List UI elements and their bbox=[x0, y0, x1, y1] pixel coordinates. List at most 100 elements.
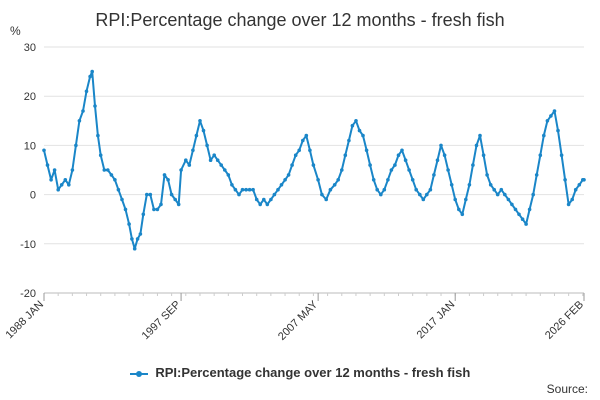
data-point bbox=[311, 163, 316, 167]
data-point bbox=[542, 133, 546, 138]
data-point bbox=[191, 148, 195, 153]
data-point bbox=[350, 123, 355, 128]
data-point bbox=[492, 187, 497, 192]
data-point bbox=[357, 128, 362, 133]
x-tick-label: 2026 FEB bbox=[543, 299, 586, 342]
data-point bbox=[414, 187, 419, 192]
y-axis-ticks: 30 20 10 0 -10 -20 bbox=[20, 42, 36, 300]
data-point bbox=[410, 178, 415, 182]
data-point bbox=[77, 119, 82, 123]
data-point bbox=[467, 183, 472, 187]
data-point bbox=[320, 192, 324, 197]
data-point bbox=[63, 178, 68, 182]
data-point bbox=[386, 178, 390, 182]
data-point bbox=[563, 178, 567, 182]
chart-title: RPI:Percentage change over 12 months - f… bbox=[95, 10, 505, 30]
data-point bbox=[244, 187, 248, 192]
data-point bbox=[49, 178, 53, 182]
data-point bbox=[194, 133, 199, 138]
data-point bbox=[90, 69, 94, 74]
data-point bbox=[545, 119, 550, 123]
data-point bbox=[324, 197, 329, 202]
data-point bbox=[265, 202, 270, 207]
data-point bbox=[316, 178, 320, 182]
data-point bbox=[382, 187, 387, 192]
data-point bbox=[135, 237, 140, 241]
legend-marker-icon bbox=[129, 370, 148, 377]
series-line bbox=[43, 70, 584, 250]
data-point bbox=[45, 163, 50, 167]
data-point bbox=[132, 246, 137, 251]
data-point bbox=[361, 133, 365, 138]
x-tick-label: 2017 JAN bbox=[415, 299, 458, 342]
data-point bbox=[301, 138, 305, 143]
data-point bbox=[237, 192, 241, 197]
data-point bbox=[371, 178, 376, 182]
data-point bbox=[247, 187, 252, 192]
data-point bbox=[212, 153, 216, 157]
data-point bbox=[102, 168, 107, 172]
data-point bbox=[531, 192, 535, 197]
data-point bbox=[176, 202, 181, 207]
data-point bbox=[354, 119, 358, 123]
data-point bbox=[123, 207, 128, 212]
y-axis-unit: % bbox=[10, 24, 21, 38]
data-point bbox=[389, 168, 394, 172]
data-point bbox=[98, 153, 103, 157]
data-point bbox=[453, 197, 458, 202]
data-point bbox=[145, 192, 149, 197]
data-point bbox=[254, 197, 259, 202]
data-point bbox=[432, 173, 436, 177]
data-point bbox=[552, 109, 557, 113]
data-point bbox=[173, 197, 177, 202]
data-point bbox=[418, 192, 422, 197]
data-point bbox=[488, 183, 493, 187]
data-point bbox=[159, 202, 163, 207]
data-point bbox=[290, 163, 294, 167]
series-layer bbox=[42, 69, 586, 251]
data-point bbox=[556, 128, 560, 133]
data-point bbox=[517, 212, 521, 217]
data-point bbox=[524, 222, 528, 226]
y-tick-label: -20 bbox=[20, 288, 36, 300]
data-point bbox=[457, 207, 461, 212]
data-point bbox=[184, 158, 188, 162]
data-point bbox=[198, 119, 202, 123]
x-tick-label: 2007 MAY bbox=[276, 298, 321, 343]
data-point bbox=[96, 133, 100, 138]
data-point bbox=[449, 183, 454, 187]
data-point bbox=[138, 232, 143, 236]
legend[interactable]: RPI:Percentage change over 12 months - f… bbox=[0, 365, 600, 380]
data-point bbox=[464, 197, 468, 202]
data-point bbox=[428, 187, 433, 192]
data-point bbox=[407, 168, 411, 172]
data-point bbox=[549, 114, 553, 118]
data-point bbox=[379, 192, 383, 197]
data-point bbox=[340, 168, 344, 172]
data-point bbox=[152, 207, 156, 212]
data-point bbox=[364, 148, 369, 153]
data-point bbox=[84, 89, 89, 94]
data-point bbox=[559, 153, 564, 157]
data-point bbox=[503, 192, 507, 197]
data-point bbox=[74, 143, 78, 148]
data-point bbox=[109, 173, 114, 177]
data-point bbox=[304, 133, 309, 138]
data-point bbox=[442, 153, 447, 157]
data-point bbox=[478, 133, 482, 138]
data-point bbox=[474, 143, 479, 148]
data-point bbox=[42, 148, 46, 153]
data-point bbox=[573, 187, 578, 192]
x-axis: 1988 JAN 1997 SEP 2007 MAY 2017 JAN 2026 FEB bbox=[3, 292, 586, 343]
data-point bbox=[286, 173, 291, 177]
data-point bbox=[59, 183, 64, 187]
data-point bbox=[332, 183, 337, 187]
x-tick-label: 1988 JAN bbox=[3, 299, 46, 342]
data-point bbox=[495, 192, 500, 197]
data-point bbox=[520, 217, 525, 221]
data-point bbox=[439, 143, 443, 148]
data-point bbox=[272, 192, 277, 197]
data-point bbox=[566, 202, 571, 207]
data-point bbox=[396, 153, 401, 157]
